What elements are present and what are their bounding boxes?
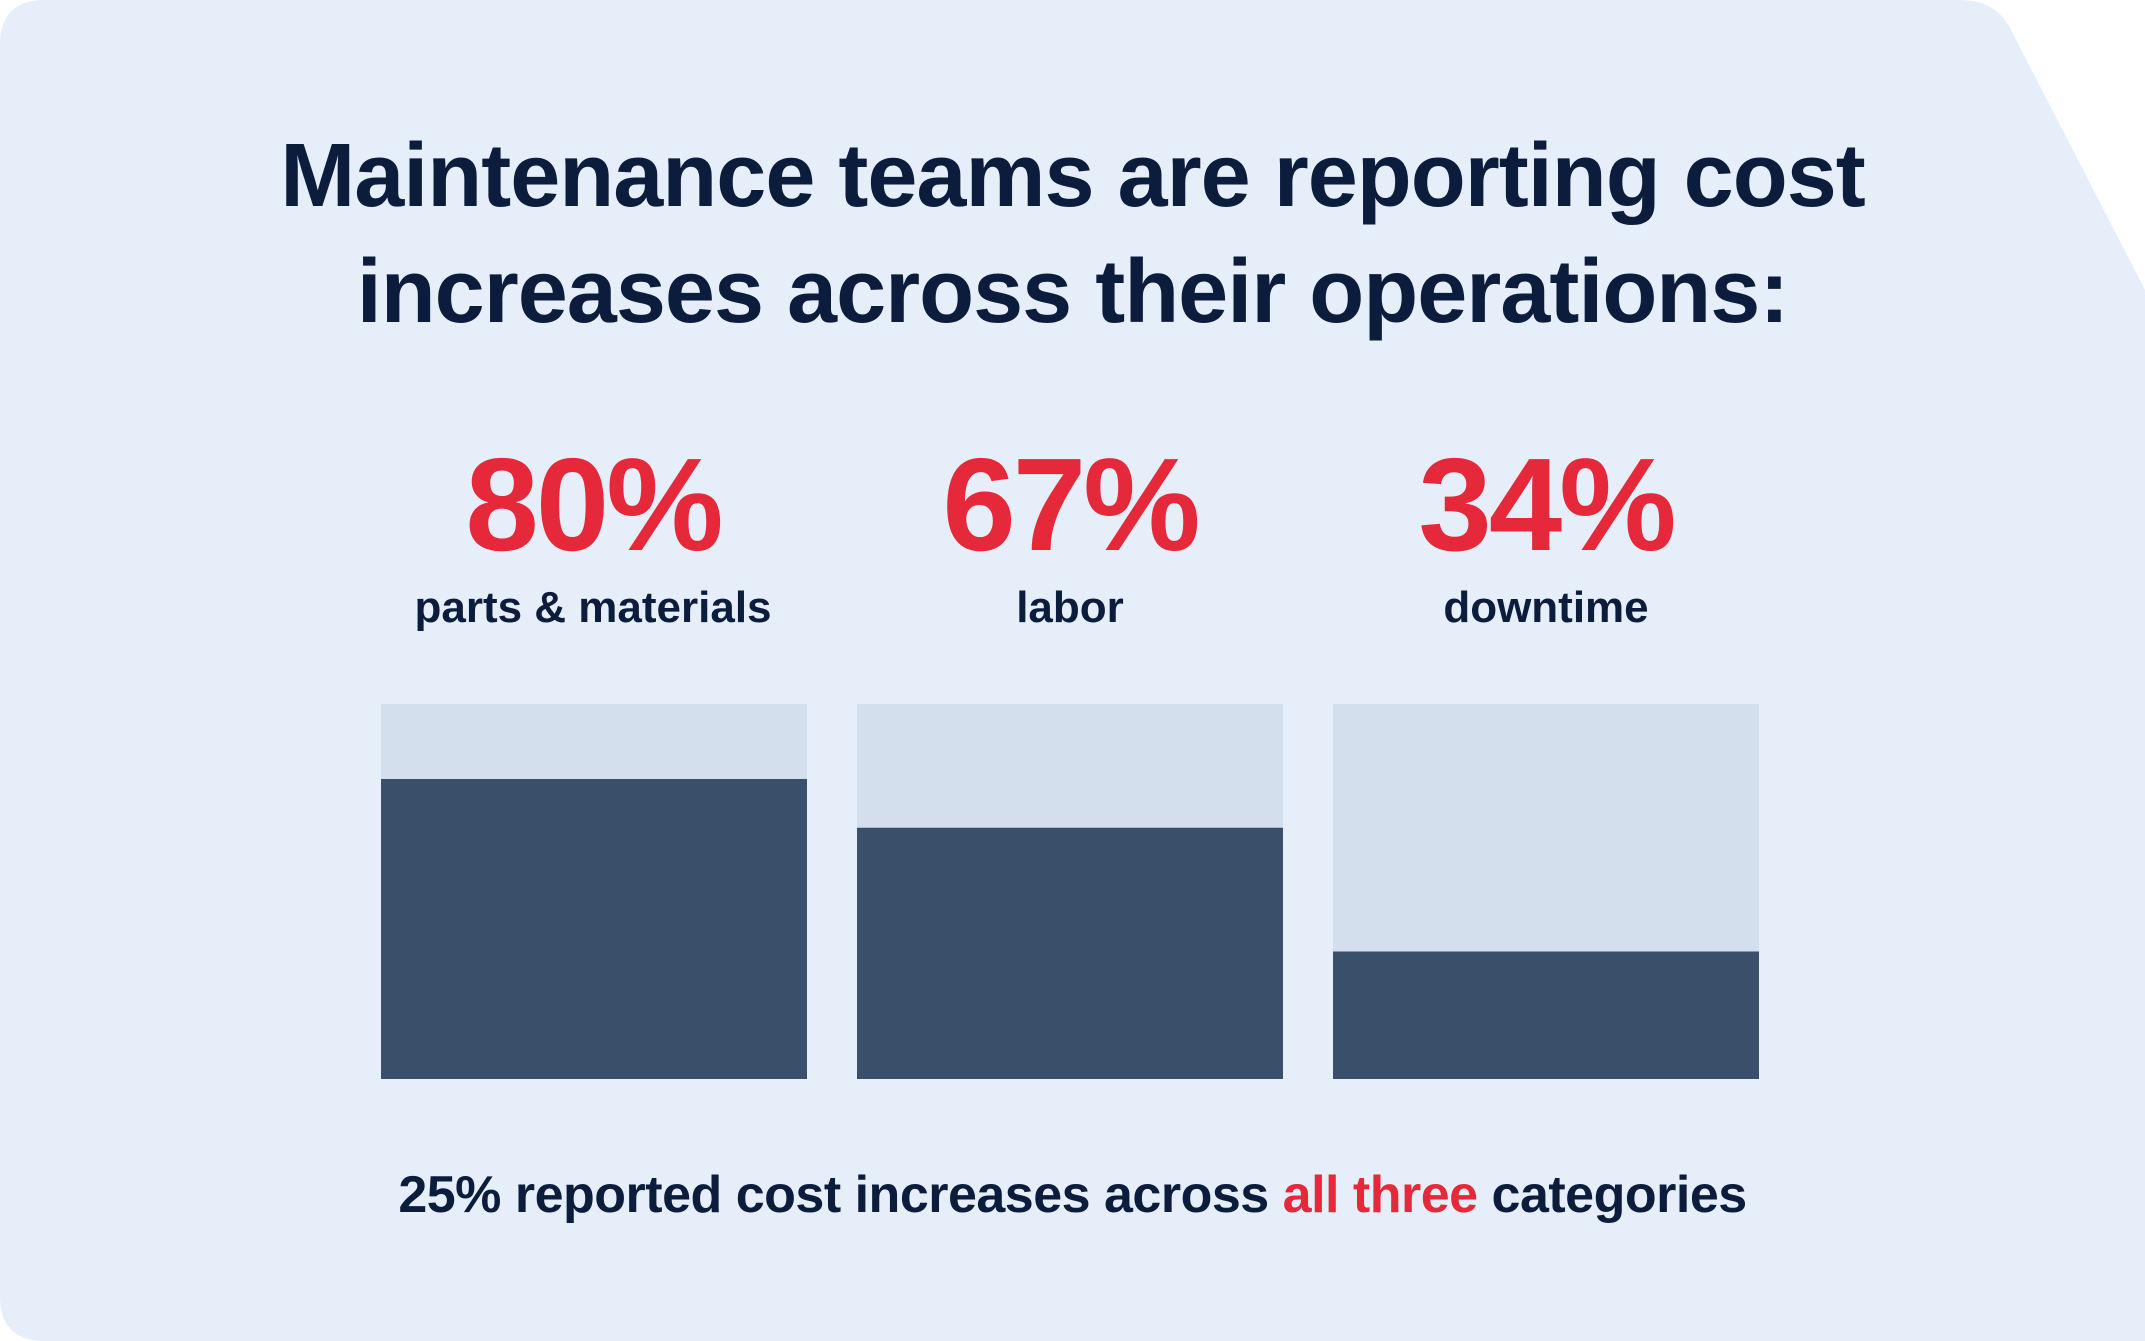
footer-text-after: categories (1477, 1166, 1748, 1224)
bar-fill-1 (381, 779, 807, 1079)
stat-value: 34% (1418, 431, 1676, 578)
stat-label: parts & materials (414, 583, 772, 632)
stat-label: labor (1016, 583, 1124, 632)
page-title-line-2: increases across their operations: (356, 242, 1790, 342)
bar-fill-2 (857, 827, 1283, 1079)
footer-highlight: all three (1282, 1166, 1478, 1224)
stat-value: 67% (942, 431, 1200, 578)
page-title-line-1: Maintenance teams are reporting cost (280, 126, 1865, 226)
bar-fill-3 (1333, 951, 1759, 1079)
stat-label: downtime (1443, 583, 1649, 632)
stat-value: 80% (465, 431, 723, 578)
footer-text-before: 25% reported cost increases across (398, 1166, 1283, 1224)
footer-note: 25% reported cost increases across all t… (0, 1160, 2145, 1230)
